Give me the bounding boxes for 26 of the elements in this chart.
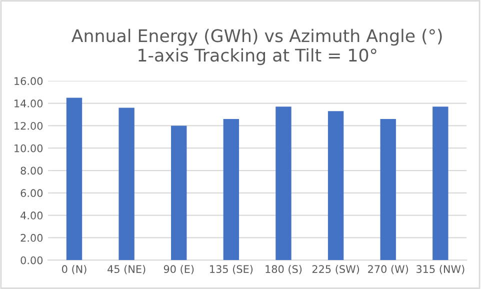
x-tick-label: 270 (W) — [368, 264, 408, 274]
x-tick-label: 225 (SW) — [312, 264, 360, 274]
x-tick-label: 45 (NE) — [108, 264, 146, 274]
bar — [66, 98, 82, 260]
y-tick-label: 4.00 — [20, 212, 43, 220]
bar — [380, 118, 396, 260]
x-tick-label: 90 (E) — [164, 264, 194, 274]
y-tick-label: 10.00 — [14, 144, 43, 152]
chart-title: Annual Energy (GWh) vs Azimuth Angle (°) 1-axis Tracking at Tilt = 10° — [72, 28, 442, 66]
y-tick-label: 16.00 — [14, 77, 43, 86]
x-tick-label: 180 (S) — [266, 264, 302, 274]
y-tick-label: 8.00 — [20, 166, 43, 175]
y-tick-label: 6.00 — [20, 189, 43, 198]
y-tick-label: 2.00 — [20, 234, 43, 242]
bar — [223, 118, 240, 260]
bar — [432, 106, 448, 260]
x-tick-label: 0 (N) — [62, 264, 86, 274]
x-tick-label: 135 (SE) — [210, 264, 253, 274]
y-tick-label: 12.00 — [14, 122, 43, 130]
y-tick-label: 0.00 — [20, 256, 43, 264]
bar — [171, 126, 187, 260]
bar — [118, 108, 134, 260]
bar — [328, 111, 344, 260]
y-tick-label: 14.00 — [14, 100, 43, 108]
x-tick-label: 315 (NW) — [416, 264, 464, 274]
bar — [276, 106, 292, 260]
